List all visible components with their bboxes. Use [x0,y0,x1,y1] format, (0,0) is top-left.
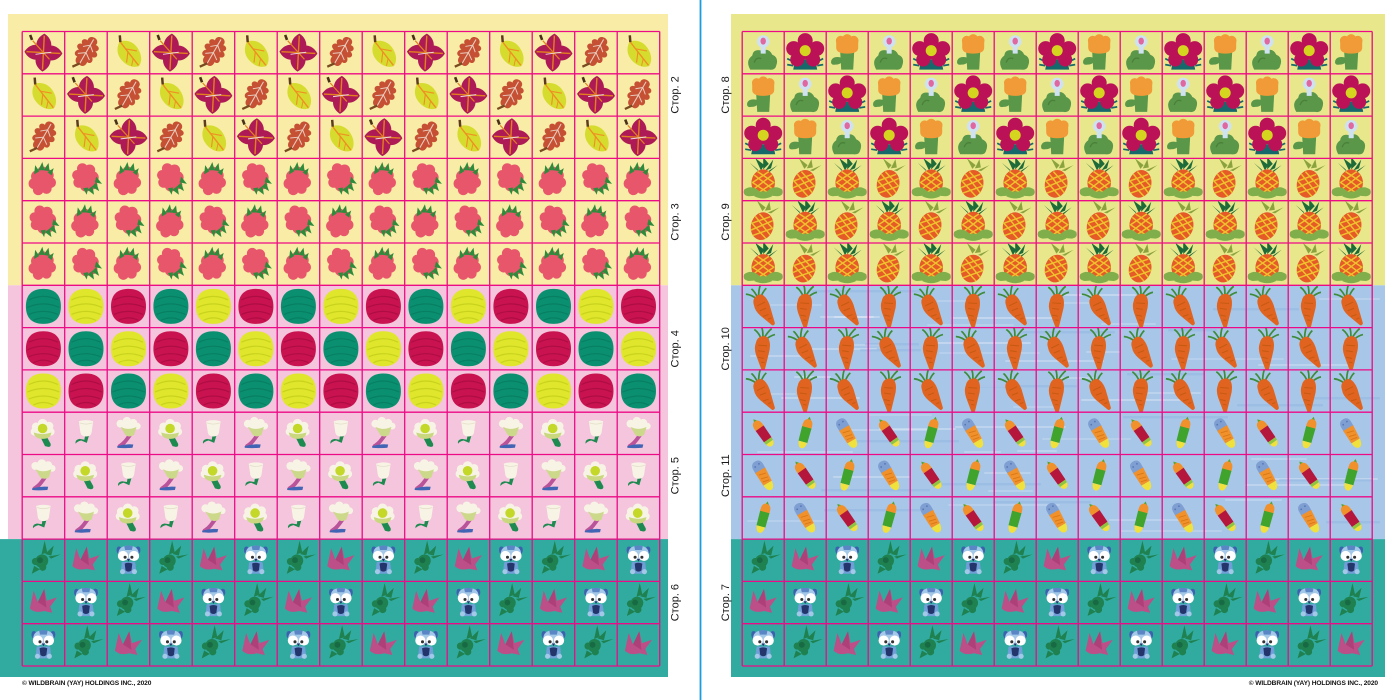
svg-text:Стор. 6: Стор. 6 [670,584,682,621]
svg-text:© WILDBRAIN (YAY) HOLDINGS INC: © WILDBRAIN (YAY) HOLDINGS INC., 2020 [22,679,152,687]
svg-text:Стор. 9: Стор. 9 [720,203,732,240]
svg-text:Стор. 8: Стор. 8 [720,76,732,113]
svg-text:Стор. 7: Стор. 7 [720,584,732,621]
svg-text:Стор. 5: Стор. 5 [670,457,682,494]
svg-text:Стор. 3: Стор. 3 [670,203,682,240]
svg-text:Стор. 4: Стор. 4 [670,330,682,367]
svg-text:© WILDBRAIN (YAY) HOLDINGS INC: © WILDBRAIN (YAY) HOLDINGS INC., 2020 [1249,679,1379,687]
svg-text:Стор. 10: Стор. 10 [720,327,732,370]
svg-text:Стор. 11: Стор. 11 [720,454,732,497]
svg-text:Стор. 2: Стор. 2 [670,76,682,113]
